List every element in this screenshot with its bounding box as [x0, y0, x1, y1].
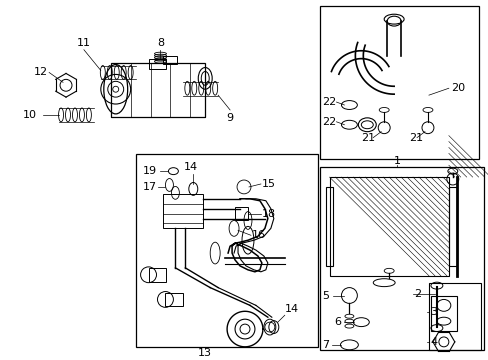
Bar: [165, 293, 183, 306]
Text: 22: 22: [322, 97, 336, 107]
Text: 14: 14: [183, 162, 197, 172]
Text: 21: 21: [408, 132, 422, 143]
Text: 21: 21: [361, 132, 375, 143]
Text: 14: 14: [284, 304, 298, 314]
Bar: [135, 154, 317, 347]
Bar: [235, 207, 247, 220]
Bar: [428, 283, 480, 350]
Text: 6: 6: [334, 317, 341, 327]
Text: 15: 15: [262, 179, 275, 189]
Bar: [163, 194, 203, 228]
Text: 3: 3: [429, 307, 436, 317]
Text: 4: 4: [429, 337, 436, 347]
Bar: [163, 56, 177, 64]
Text: 8: 8: [157, 38, 163, 48]
Bar: [448, 187, 456, 266]
Text: 11: 11: [77, 38, 91, 48]
Text: 2: 2: [413, 288, 420, 298]
Text: 7: 7: [322, 340, 329, 350]
Bar: [111, 63, 205, 117]
Text: 13: 13: [198, 348, 212, 358]
Text: 20: 20: [450, 83, 464, 93]
Text: 9: 9: [226, 113, 233, 123]
Text: 19: 19: [142, 166, 156, 176]
Bar: [148, 59, 166, 68]
Bar: [319, 6, 478, 159]
Bar: [148, 268, 166, 282]
Text: 12: 12: [34, 67, 48, 77]
Text: 10: 10: [23, 110, 37, 120]
Text: 5: 5: [322, 291, 329, 301]
Text: 22: 22: [322, 117, 336, 127]
Text: 1: 1: [393, 156, 400, 166]
Bar: [325, 187, 333, 266]
Text: 18: 18: [262, 208, 275, 219]
Text: 17: 17: [142, 182, 156, 192]
Text: 16: 16: [251, 230, 265, 240]
Bar: [319, 167, 483, 350]
Bar: [329, 177, 448, 276]
Bar: [430, 296, 456, 331]
